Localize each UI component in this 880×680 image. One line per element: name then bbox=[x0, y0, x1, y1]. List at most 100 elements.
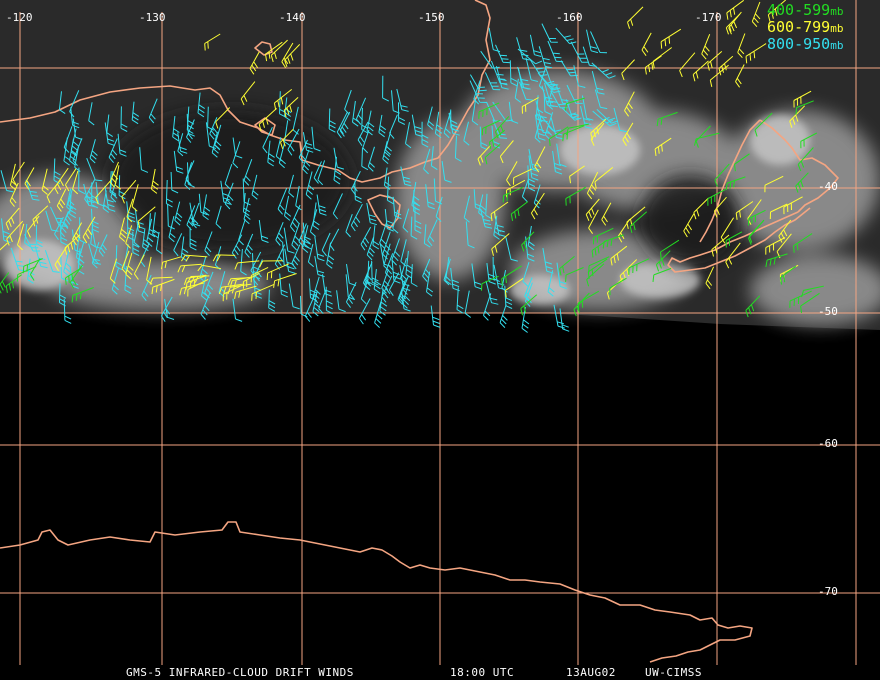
wind-barb bbox=[82, 216, 96, 244]
wind-barb bbox=[134, 208, 146, 234]
wind-barb bbox=[181, 254, 208, 262]
wind-barb bbox=[486, 263, 496, 285]
wind-barb bbox=[204, 33, 221, 51]
wind-barb bbox=[683, 213, 695, 238]
wind-barb bbox=[312, 290, 321, 317]
wind-barb bbox=[284, 44, 301, 67]
wind-barb bbox=[478, 102, 500, 119]
wind-barb bbox=[800, 132, 818, 149]
wind-barb bbox=[127, 213, 135, 241]
legend-item-800-950: 800-950mb bbox=[767, 35, 843, 53]
wind-barb bbox=[751, 1, 761, 28]
wind-barb bbox=[400, 166, 412, 187]
wind-barb bbox=[164, 298, 175, 320]
wind-barb bbox=[314, 256, 325, 278]
wind-barb bbox=[492, 256, 500, 283]
lon-label: -150 bbox=[418, 11, 445, 24]
wind-barb bbox=[249, 51, 260, 75]
wind-barb bbox=[5, 274, 22, 293]
wind-barb bbox=[622, 122, 634, 146]
wind-barb bbox=[610, 245, 628, 266]
wind-barb bbox=[63, 298, 72, 324]
wind-barb bbox=[367, 146, 375, 172]
wind-barb bbox=[493, 215, 501, 240]
wind-barb bbox=[725, 242, 741, 269]
wind-barb bbox=[590, 122, 605, 146]
wind-barb bbox=[714, 163, 730, 187]
wind-barb bbox=[506, 179, 526, 198]
wind-barb bbox=[258, 108, 277, 132]
wind-barb bbox=[115, 245, 123, 271]
wind-barb bbox=[423, 148, 431, 175]
wind-barb bbox=[776, 233, 792, 259]
wind-barb bbox=[69, 193, 77, 219]
wind-barb bbox=[745, 43, 767, 64]
wind-barb bbox=[139, 147, 149, 173]
wind-barb bbox=[748, 209, 766, 226]
wind-barb bbox=[372, 225, 380, 250]
wind-barb bbox=[725, 176, 746, 191]
wind-barb bbox=[64, 168, 77, 192]
wind-barb bbox=[528, 155, 539, 181]
wind-barb bbox=[160, 296, 173, 322]
wind-barb bbox=[402, 208, 410, 233]
wind-barb bbox=[58, 91, 66, 115]
wind-barb bbox=[711, 234, 730, 257]
wind-barb bbox=[414, 206, 422, 234]
wind-barb bbox=[527, 165, 536, 192]
wind-barb bbox=[280, 128, 294, 150]
wind-barb bbox=[172, 116, 180, 142]
wind-barb bbox=[627, 6, 644, 29]
wind-barb bbox=[656, 111, 678, 127]
wind-barb bbox=[22, 258, 43, 274]
footer-product: GMS-5 INFRARED-CLOUD DRIFT WINDS bbox=[126, 666, 354, 679]
wind-barb bbox=[211, 131, 220, 158]
wind-barb bbox=[59, 283, 67, 307]
wind-barb bbox=[279, 273, 288, 298]
wind-barb bbox=[262, 126, 273, 154]
wind-barb bbox=[591, 70, 605, 95]
wind-barb bbox=[547, 270, 555, 297]
wind-barb bbox=[695, 125, 711, 148]
wind-barb bbox=[35, 225, 43, 248]
wind-barb bbox=[450, 267, 460, 292]
wind-barb bbox=[510, 201, 529, 221]
legend-item-600-799: 600-799mb bbox=[767, 18, 843, 36]
wind-barb bbox=[405, 250, 414, 279]
wind-barb bbox=[553, 304, 565, 329]
wind-barb bbox=[521, 178, 530, 203]
wind-barb bbox=[173, 233, 183, 257]
wind-barb bbox=[109, 258, 118, 284]
wind-barb bbox=[529, 59, 548, 76]
wind-barb bbox=[530, 192, 545, 220]
wind-barb bbox=[63, 126, 73, 153]
wind-barb bbox=[726, 0, 744, 20]
wind-barb bbox=[168, 215, 176, 243]
wind-barb bbox=[17, 223, 25, 251]
wind-barb bbox=[502, 186, 524, 203]
wind-barb bbox=[242, 178, 251, 206]
wind-barb bbox=[91, 208, 100, 233]
wind-barb bbox=[366, 237, 375, 261]
wind-barb bbox=[200, 292, 211, 320]
wind-barb bbox=[556, 262, 567, 290]
wind-barb bbox=[534, 146, 546, 173]
wind-barb bbox=[728, 11, 742, 35]
wind-barb bbox=[783, 196, 803, 215]
wind-barb bbox=[516, 37, 530, 61]
wind-barb bbox=[224, 182, 234, 210]
wind-barb bbox=[328, 108, 336, 133]
wind-barb bbox=[491, 233, 510, 256]
wind-barb bbox=[463, 195, 470, 223]
wind-barb bbox=[98, 234, 108, 257]
wind-barb bbox=[521, 97, 539, 114]
wind-barb bbox=[789, 105, 806, 128]
wind-barb bbox=[131, 101, 140, 125]
wind-barb bbox=[197, 92, 205, 118]
wind-barb bbox=[10, 247, 26, 272]
wind-barb bbox=[84, 179, 96, 205]
wind-barb bbox=[222, 285, 241, 302]
wind-barb bbox=[592, 110, 617, 127]
wind-barb bbox=[737, 33, 746, 59]
wind-barb bbox=[89, 139, 98, 164]
